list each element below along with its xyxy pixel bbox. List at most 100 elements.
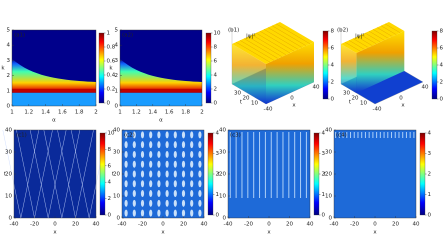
density-ray (57, 129, 94, 219)
colorbar (313, 132, 320, 216)
colorbar-tick-label: 8 (214, 45, 218, 51)
surface-ridge (356, 36, 373, 46)
density-spot (173, 199, 177, 207)
density-spot (157, 131, 161, 139)
y-tick-label: 30 (234, 91, 241, 97)
density-spot (190, 190, 194, 198)
density-spot (198, 131, 202, 139)
density-spot (165, 209, 169, 217)
density-spot (149, 199, 153, 207)
density-spot (140, 170, 145, 178)
y-axis-label: t (218, 172, 221, 178)
x-tick-label: 40 (93, 222, 100, 228)
density-pattern (229, 132, 307, 198)
density-spot (132, 170, 136, 178)
density-streak (270, 132, 272, 198)
density-streak (391, 132, 393, 138)
density-spot (157, 141, 161, 149)
density-spot (181, 180, 186, 188)
surface-slab (266, 42, 314, 104)
x-tick-label: -20 (138, 222, 147, 228)
y-tick-label: 2 (115, 73, 119, 79)
density-streak (357, 132, 359, 138)
surface-ridge (380, 25, 397, 35)
density-spot (173, 160, 177, 168)
x-axis-label: α (159, 118, 163, 124)
density-spot (132, 180, 136, 188)
colorbar (207, 132, 214, 216)
surface-ridge (372, 29, 389, 39)
y-tick-label: 2 (7, 73, 11, 79)
y-tick-label: 10 (251, 101, 258, 107)
colorbar-tick-label: 6 (440, 46, 444, 52)
x-tick-label: -40 (224, 222, 233, 228)
x-tick-label: 0 (161, 222, 165, 228)
density-field (14, 130, 96, 218)
colorbar (99, 132, 106, 216)
density-spot (181, 150, 186, 158)
colorbar-tick-label: 8 (108, 147, 112, 153)
panel-label: (a2) (122, 33, 133, 39)
surface-slab (356, 31, 405, 93)
panel-label: (c3) (230, 133, 241, 139)
y-tick-label: 5 (115, 28, 119, 34)
density-spot (140, 199, 145, 207)
x-tick-label: 40 (313, 85, 320, 91)
density-spot (124, 131, 128, 139)
y-tick-label: 40 (219, 128, 226, 134)
density-spot (149, 180, 153, 188)
density-field (228, 130, 310, 218)
x-tick-label: 20 (392, 222, 399, 228)
density-spot (190, 199, 194, 207)
density-spot (190, 170, 194, 178)
density-spot (157, 150, 161, 158)
density-streak (368, 132, 370, 138)
density-streak (398, 132, 400, 138)
colorbar-tick-label: 2 (331, 80, 335, 86)
density-spot (124, 190, 128, 198)
heatmap-ridge (120, 88, 202, 93)
density-spot (140, 190, 145, 198)
x-tick-label: 2 (94, 110, 98, 116)
colorbar-tick-label: 4 (108, 180, 112, 186)
density-spot (198, 180, 202, 188)
surface-slab-side (341, 44, 357, 93)
colorbar-tick-label: 4 (440, 63, 444, 69)
y-tick-label: 0 (115, 104, 119, 110)
density-streak (394, 132, 396, 138)
y-tick-label: 4 (7, 43, 11, 49)
x-tick-label: 20 (72, 222, 79, 228)
density-spot (198, 199, 202, 207)
density-spot (124, 150, 128, 158)
density-spot (149, 141, 153, 149)
colorbar (419, 132, 426, 216)
surface-ridge (259, 30, 295, 52)
heatmap-floor (120, 92, 202, 106)
density-spot (165, 150, 169, 158)
density-streak (253, 132, 255, 198)
density-streak (361, 132, 363, 138)
density-spot (190, 150, 194, 158)
y-tick-label: 10 (113, 194, 120, 200)
colorbar-tick-label: 0 (108, 213, 112, 219)
density-spot (132, 199, 136, 207)
y-tick-label: 40 (325, 128, 332, 134)
surface-ridge (352, 38, 369, 48)
surface-ridge (267, 27, 303, 48)
colorbar-tick-label: 0.8 (107, 45, 116, 51)
y-tick-label: 3 (115, 58, 119, 64)
colorbar-tick-label: 0.4 (107, 73, 116, 79)
y-tick-label: 10 (5, 194, 12, 200)
density-spot (173, 209, 177, 217)
colorbar-tick-label: 8 (440, 29, 444, 35)
density-spot (149, 190, 153, 198)
density-spot (124, 141, 128, 149)
density-spot (140, 150, 145, 158)
density-streak (241, 132, 243, 198)
colorbar-tick-label: 0.6 (107, 59, 116, 65)
colorbar (431, 30, 438, 100)
y-tick-label: 0 (329, 216, 333, 222)
x-axis-label: x (373, 230, 377, 236)
colorbar-tick-label: 0 (214, 101, 218, 107)
